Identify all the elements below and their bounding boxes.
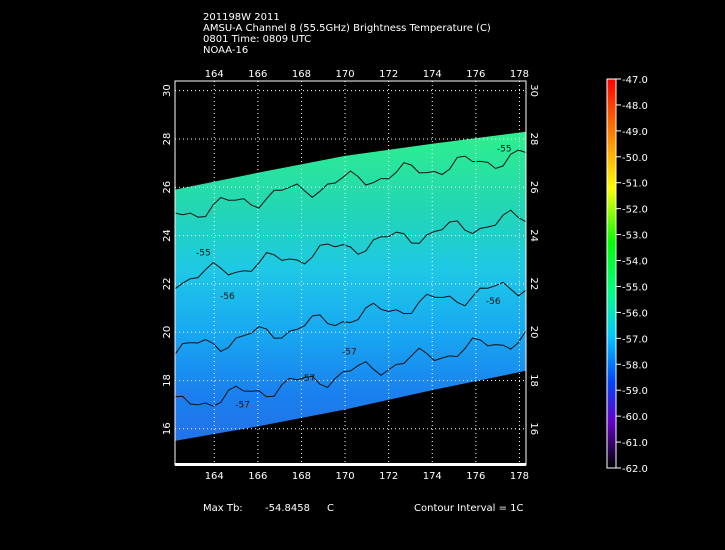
y-tick-label-left: 20 [162, 326, 173, 339]
colorbar-tick-label: -53.0 [622, 231, 648, 242]
y-tick-label-right: 24 [528, 229, 539, 242]
max-tb-label: Max Tb: [203, 503, 243, 514]
y-tick-label-left: 18 [162, 374, 173, 387]
title-line-3: 0801 Time: 0809 UTC [203, 34, 312, 45]
colorbar-tick-label: -62.0 [622, 464, 648, 475]
contour-interval: Contour Interval = 1C [414, 503, 524, 514]
contour-label: -55 [196, 248, 211, 258]
colorbar-tick-label: -50.0 [622, 153, 648, 164]
colorbar-tick-label: -59.0 [622, 386, 648, 397]
x-tick-label-top: 168 [292, 69, 311, 80]
colorbar-tick-label: -60.0 [622, 412, 648, 423]
x-tick-label-top: 176 [466, 69, 485, 80]
colorbar-tick-label: -57.0 [622, 334, 648, 345]
max-tb-value: -54.8458 [265, 503, 310, 514]
colorbar-tick-label: -54.0 [622, 257, 648, 268]
colorbar [606, 78, 617, 469]
colorbar-tick-label: -56.0 [622, 308, 648, 319]
x-tick-label-top: 170 [336, 69, 355, 80]
y-tick-label-left: 28 [162, 133, 173, 146]
contour-line [175, 209, 526, 290]
x-tick-label-bottom: 164 [205, 471, 224, 482]
y-tick-label-right: 16 [528, 422, 539, 435]
y-tick-label-right: 22 [528, 278, 539, 291]
x-tick-label-bottom: 172 [379, 471, 398, 482]
max-tb-unit: C [327, 503, 334, 514]
x-tick-label-top: 166 [248, 69, 267, 80]
y-tick-label-right: 18 [528, 374, 539, 387]
y-tick-label-right: 26 [528, 181, 539, 194]
colorbar-tick-label: -55.0 [622, 282, 648, 293]
contour-line [175, 149, 526, 218]
y-tick-label-right: 30 [528, 84, 539, 97]
y-tick-label-left: 26 [162, 181, 173, 194]
colorbar-tick-label: -47.0 [622, 75, 648, 86]
x-tick-label-top: 178 [510, 69, 529, 80]
colorbar-tick-label: -58.0 [622, 360, 648, 371]
y-tick-label-right: 28 [528, 133, 539, 146]
colorbar-tick-label: -52.0 [622, 205, 648, 216]
x-tick-label-bottom: 168 [292, 471, 311, 482]
colorbar-tick-label: -49.0 [622, 127, 648, 138]
contour-line [175, 281, 526, 355]
x-tick-label-bottom: 174 [423, 471, 442, 482]
data-swath [175, 131, 526, 441]
x-tick-label-top: 172 [379, 69, 398, 80]
x-tick-label-bottom: 178 [510, 471, 529, 482]
y-tick-label-left: 22 [162, 278, 173, 291]
y-tick-label-right: 20 [528, 326, 539, 339]
contour-label: -57 [235, 401, 250, 411]
colorbar-tick-label: -51.0 [622, 179, 648, 190]
x-tick-label-bottom: 170 [336, 471, 355, 482]
y-tick-label-left: 24 [162, 229, 173, 242]
plot-frame-bottom [175, 463, 526, 466]
colorbar-tick-label: -61.0 [622, 438, 648, 449]
x-tick-label-top: 164 [205, 69, 224, 80]
contour-label: -57 [301, 374, 316, 384]
contour-label: -57 [342, 347, 357, 357]
contour-line [175, 330, 526, 407]
contour-label: -55 [497, 145, 512, 155]
x-tick-label-bottom: 176 [466, 471, 485, 482]
colorbar-tick-label: -48.0 [622, 101, 648, 112]
y-tick-label-left: 16 [162, 422, 173, 435]
title-line-2: AMSU-A Channel 8 (55.5GHz) Brightness Te… [203, 23, 491, 34]
contour-label: -56 [486, 297, 501, 307]
contour-label: -56 [220, 292, 235, 302]
x-tick-label-top: 174 [423, 69, 442, 80]
title-line-1: 201198W 2011 [203, 12, 280, 23]
title-line-4: NOAA-16 [203, 45, 249, 56]
y-tick-label-left: 30 [162, 84, 173, 97]
x-tick-label-bottom: 166 [248, 471, 267, 482]
